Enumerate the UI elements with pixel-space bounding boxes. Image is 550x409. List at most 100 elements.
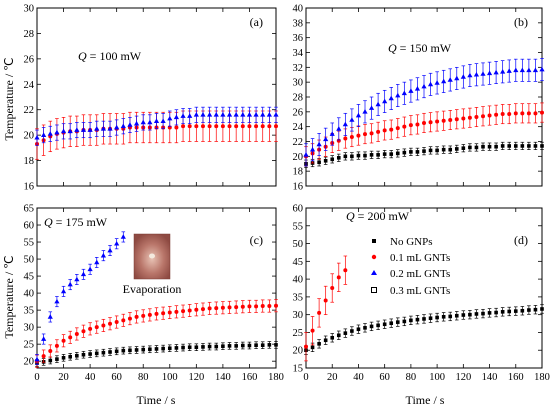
data-point — [540, 144, 544, 148]
data-point — [114, 349, 119, 354]
data-point — [434, 80, 440, 85]
y-tick-label: 24 — [293, 122, 304, 133]
data-point — [422, 317, 426, 321]
data-point — [100, 252, 106, 258]
legend: No GNPs 0.1 mL GNTs 0.2 mL GNTs 0.3 mL G… — [371, 236, 450, 297]
legend-label-0-2ml: 0.2 mL GNTs — [390, 268, 450, 280]
data-point — [540, 307, 544, 311]
y-tick-label: 55 — [293, 221, 304, 232]
data-point — [60, 128, 67, 134]
data-point — [309, 146, 316, 152]
data-point — [389, 152, 394, 156]
data-point — [214, 306, 219, 311]
data-point — [267, 124, 272, 129]
data-point — [240, 124, 245, 129]
data-point — [441, 118, 446, 123]
data-point — [274, 124, 278, 129]
y-tick-label: 30 — [293, 78, 304, 89]
data-point — [389, 127, 394, 132]
data-point — [88, 326, 93, 331]
legend-marker-no-gnps — [372, 239, 376, 243]
data-point — [100, 125, 106, 131]
data-point — [519, 67, 525, 73]
data-point — [134, 314, 139, 319]
data-point — [207, 306, 212, 311]
data-point — [160, 118, 166, 123]
series-0-2-ml-gnts — [34, 106, 279, 146]
x-tick-label: 0 — [303, 372, 308, 383]
data-point — [48, 358, 53, 363]
data-point — [382, 322, 387, 327]
data-point — [310, 345, 315, 350]
y-tick-label: 35 — [293, 292, 304, 303]
data-point — [539, 66, 545, 72]
y-tick-label: 18 — [24, 156, 35, 167]
data-point — [107, 125, 113, 131]
x-tick-label: 80 — [138, 372, 149, 383]
inset-label: Evaporation — [123, 282, 182, 296]
data-point — [247, 304, 252, 309]
data-point — [254, 343, 258, 347]
data-point — [214, 124, 219, 129]
data-point — [343, 136, 348, 141]
series-0-1-ml-gnts — [304, 255, 348, 362]
series-no-gnps — [35, 341, 278, 367]
y-tick-label: 35 — [24, 306, 35, 317]
droplet-icon — [149, 253, 155, 259]
data-point — [500, 112, 505, 117]
power-value: = 175 mW — [53, 215, 108, 229]
y-tick-label: 50 — [24, 255, 35, 266]
x-tick-label: 140 — [482, 372, 498, 383]
data-point — [181, 124, 186, 129]
data-point — [355, 112, 362, 118]
data-point — [94, 259, 100, 265]
y-axis-label-top: Temperature / ℃ — [2, 57, 16, 140]
data-point — [108, 350, 112, 354]
series-0-2-ml-gnts — [303, 58, 545, 167]
data-point — [54, 129, 60, 135]
data-point — [460, 74, 466, 79]
data-point — [193, 112, 199, 117]
data-point — [395, 126, 400, 131]
data-point — [414, 86, 421, 91]
data-point — [207, 112, 213, 117]
data-point — [532, 67, 539, 73]
data-point — [154, 311, 159, 316]
data-point — [473, 71, 480, 77]
power-value: = 200 mW — [355, 209, 410, 223]
data-point — [317, 342, 321, 346]
y-tick-label: 16 — [293, 182, 304, 193]
data-point — [221, 344, 225, 349]
y-tick-label: 34 — [293, 48, 304, 59]
data-point — [101, 350, 106, 355]
panel-a: 16 18 20 22 24 26 28 30 Q = 100 mW (a) — [24, 4, 279, 193]
x-tick-label: 60 — [111, 372, 122, 383]
data-point — [389, 321, 394, 325]
data-point — [428, 316, 433, 321]
data-point — [533, 307, 538, 312]
data-point — [54, 343, 59, 348]
data-point — [368, 105, 375, 110]
data-point — [474, 145, 479, 150]
data-point — [47, 131, 53, 136]
data-point — [486, 70, 493, 76]
y-tick-label: 38 — [293, 18, 304, 29]
data-point — [254, 304, 259, 309]
data-point — [454, 117, 459, 122]
data-point — [108, 321, 113, 326]
data-point — [121, 318, 126, 323]
data-point — [447, 77, 453, 82]
data-point — [253, 112, 259, 117]
data-point — [376, 153, 380, 157]
data-point — [409, 150, 413, 154]
data-point — [356, 153, 361, 158]
data-point — [174, 346, 179, 350]
series-no-gnps — [304, 304, 544, 355]
y-tick-label: 40 — [293, 4, 304, 15]
y-tick-label: 45 — [293, 257, 304, 268]
data-point — [48, 348, 53, 353]
data-point — [68, 335, 73, 340]
y-tick-label: 22 — [24, 105, 35, 116]
data-point — [494, 310, 498, 315]
data-point — [134, 348, 139, 352]
